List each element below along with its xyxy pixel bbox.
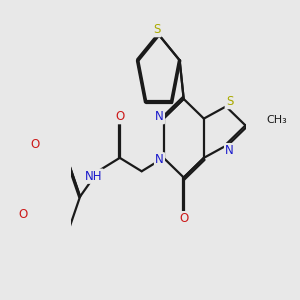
Text: N: N bbox=[155, 153, 164, 166]
Text: O: O bbox=[30, 138, 40, 151]
Text: S: S bbox=[226, 95, 233, 108]
Text: CH₃: CH₃ bbox=[266, 115, 287, 124]
Text: O: O bbox=[115, 110, 124, 123]
Text: NH: NH bbox=[85, 170, 103, 183]
Text: N: N bbox=[155, 110, 164, 123]
Text: S: S bbox=[153, 23, 161, 36]
Text: N: N bbox=[225, 144, 234, 157]
Text: O: O bbox=[179, 212, 188, 225]
Text: O: O bbox=[19, 208, 28, 221]
